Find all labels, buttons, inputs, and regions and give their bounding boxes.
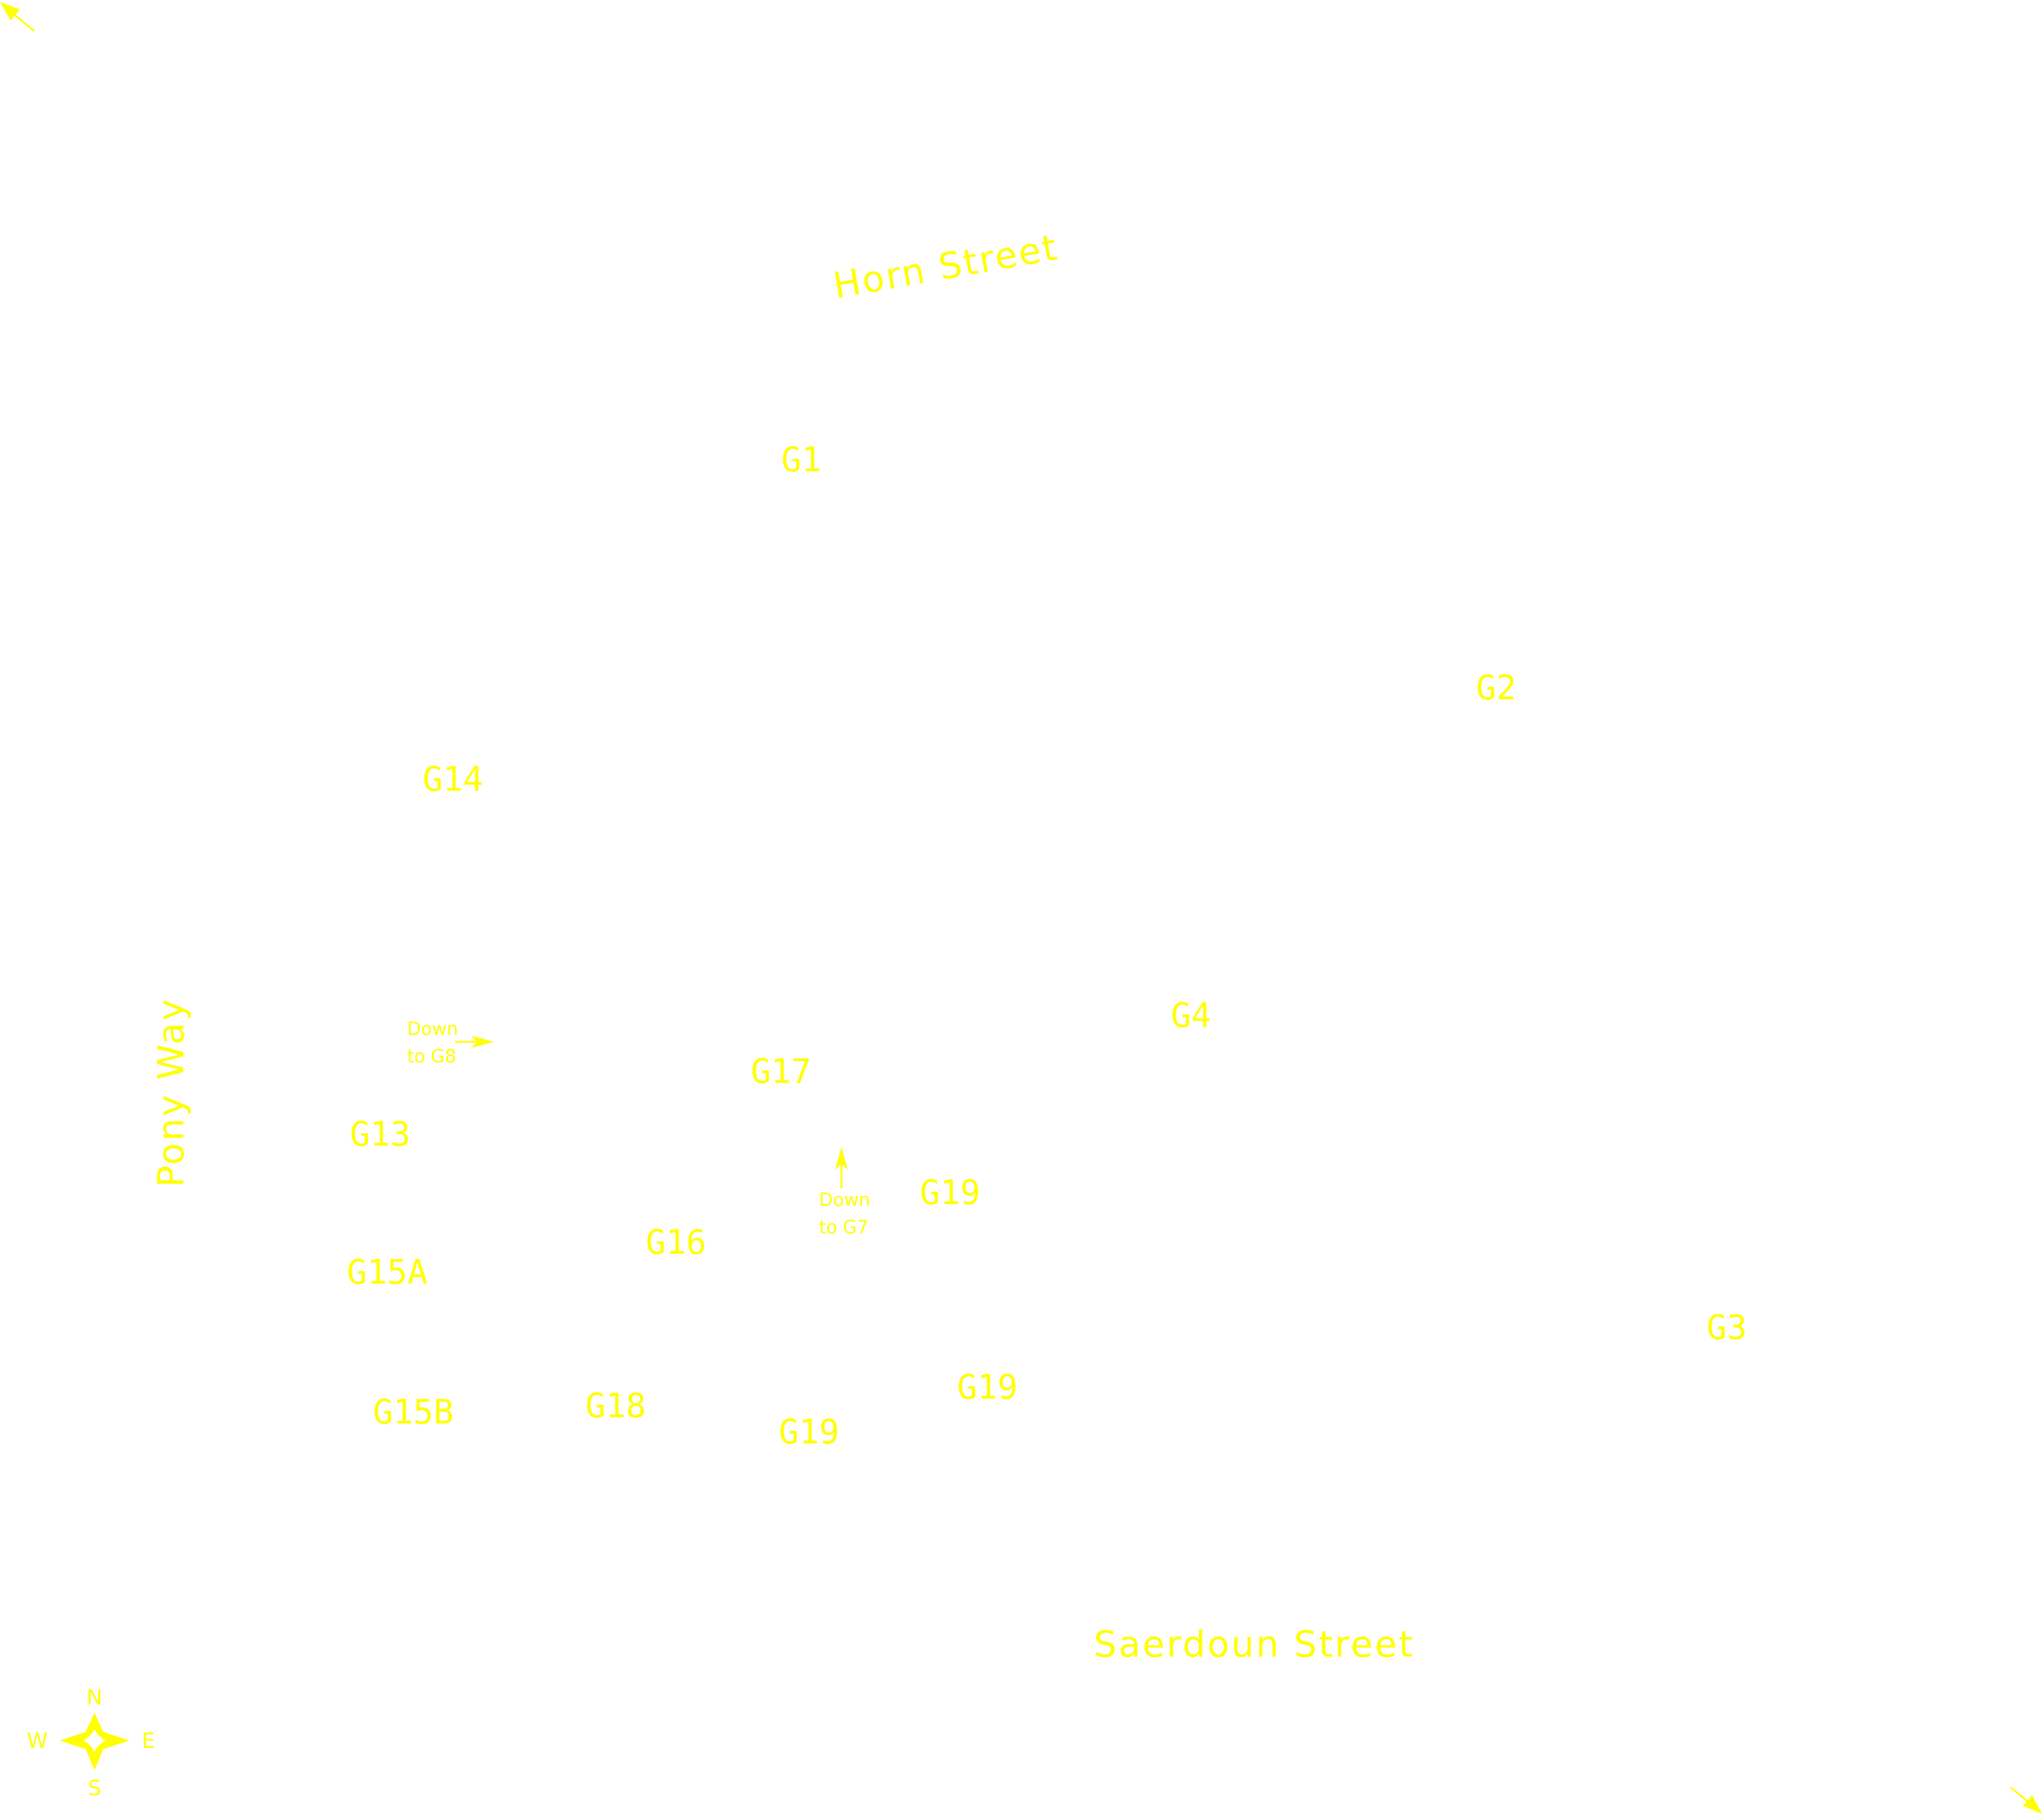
compass-north-label: N xyxy=(86,1685,102,1710)
room-label-g2: G2 xyxy=(1476,668,1516,707)
compass-west-label: W xyxy=(27,1729,48,1754)
room-label-g19-c: G19 xyxy=(779,1412,840,1451)
stairs-note-g7: Down to G7 xyxy=(819,1147,876,1238)
room-label-g19-a: G19 xyxy=(920,1173,981,1212)
room-label-g13: G13 xyxy=(350,1115,411,1154)
stairs-note-g7-line1: Down xyxy=(819,1189,870,1210)
svg-text:Down to G7: Down to G7 xyxy=(819,1189,876,1238)
bottom-right-arrow-icon xyxy=(2010,1786,2042,1814)
compass-east-label: E xyxy=(142,1729,155,1754)
room-label-g3: G3 xyxy=(1707,1308,1747,1347)
room-label-g15b: G15B xyxy=(373,1392,454,1432)
room-label-g14: G14 xyxy=(423,760,484,799)
street-label-horn: Horn Street xyxy=(830,226,1062,307)
top-left-arrow-icon xyxy=(0,2,35,32)
street-label-pony: Pony Way xyxy=(150,998,192,1187)
room-label-g16: G16 xyxy=(646,1223,707,1262)
room-label-g18: G18 xyxy=(585,1386,646,1425)
room-label-g17: G17 xyxy=(751,1052,812,1091)
stairs-note-g8-line1: Down xyxy=(407,1018,458,1039)
room-label-g1: G1 xyxy=(781,440,822,479)
stairs-note-g8: Down to G8 xyxy=(407,1018,494,1067)
stairs-note-g7-line2: to G7 xyxy=(819,1217,868,1238)
compass-south-label: S xyxy=(88,1776,101,1801)
street-label-saerdoun: Saerdoun Street xyxy=(1094,1623,1414,1665)
room-label-g4: G4 xyxy=(1171,996,1211,1035)
room-label-g15a: G15A xyxy=(347,1253,428,1292)
stairs-note-g8-line2: to G8 xyxy=(407,1046,456,1067)
arrow-right-icon xyxy=(455,1036,494,1048)
room-label-g19-b: G19 xyxy=(957,1368,1018,1407)
svg-text:Down to G8: Down to G8 xyxy=(407,1018,464,1067)
arrow-up-icon xyxy=(835,1147,848,1189)
compass-rose-icon: N S W E xyxy=(27,1685,155,1801)
